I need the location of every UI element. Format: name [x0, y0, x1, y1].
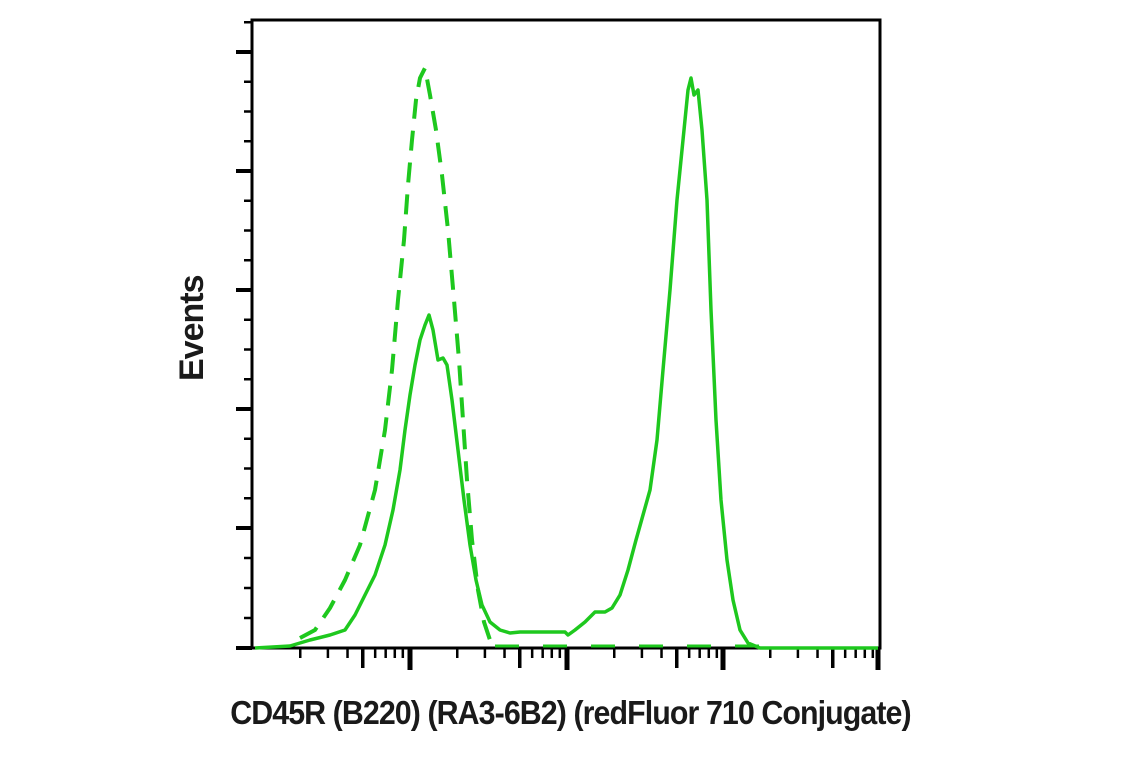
y-axis-label: Events [173, 275, 211, 382]
x-axis-ticks [299, 648, 881, 670]
stained-histogram-solid-line [254, 76, 878, 650]
control-histogram-dashed-line [299, 66, 497, 650]
y-axis-ticks [236, 21, 252, 650]
x-axis-label: CD45R (B220) (RA3-6B2) (redFluor 710 Con… [230, 694, 911, 731]
plot-frame [250, 18, 882, 650]
plot-area [236, 18, 882, 670]
